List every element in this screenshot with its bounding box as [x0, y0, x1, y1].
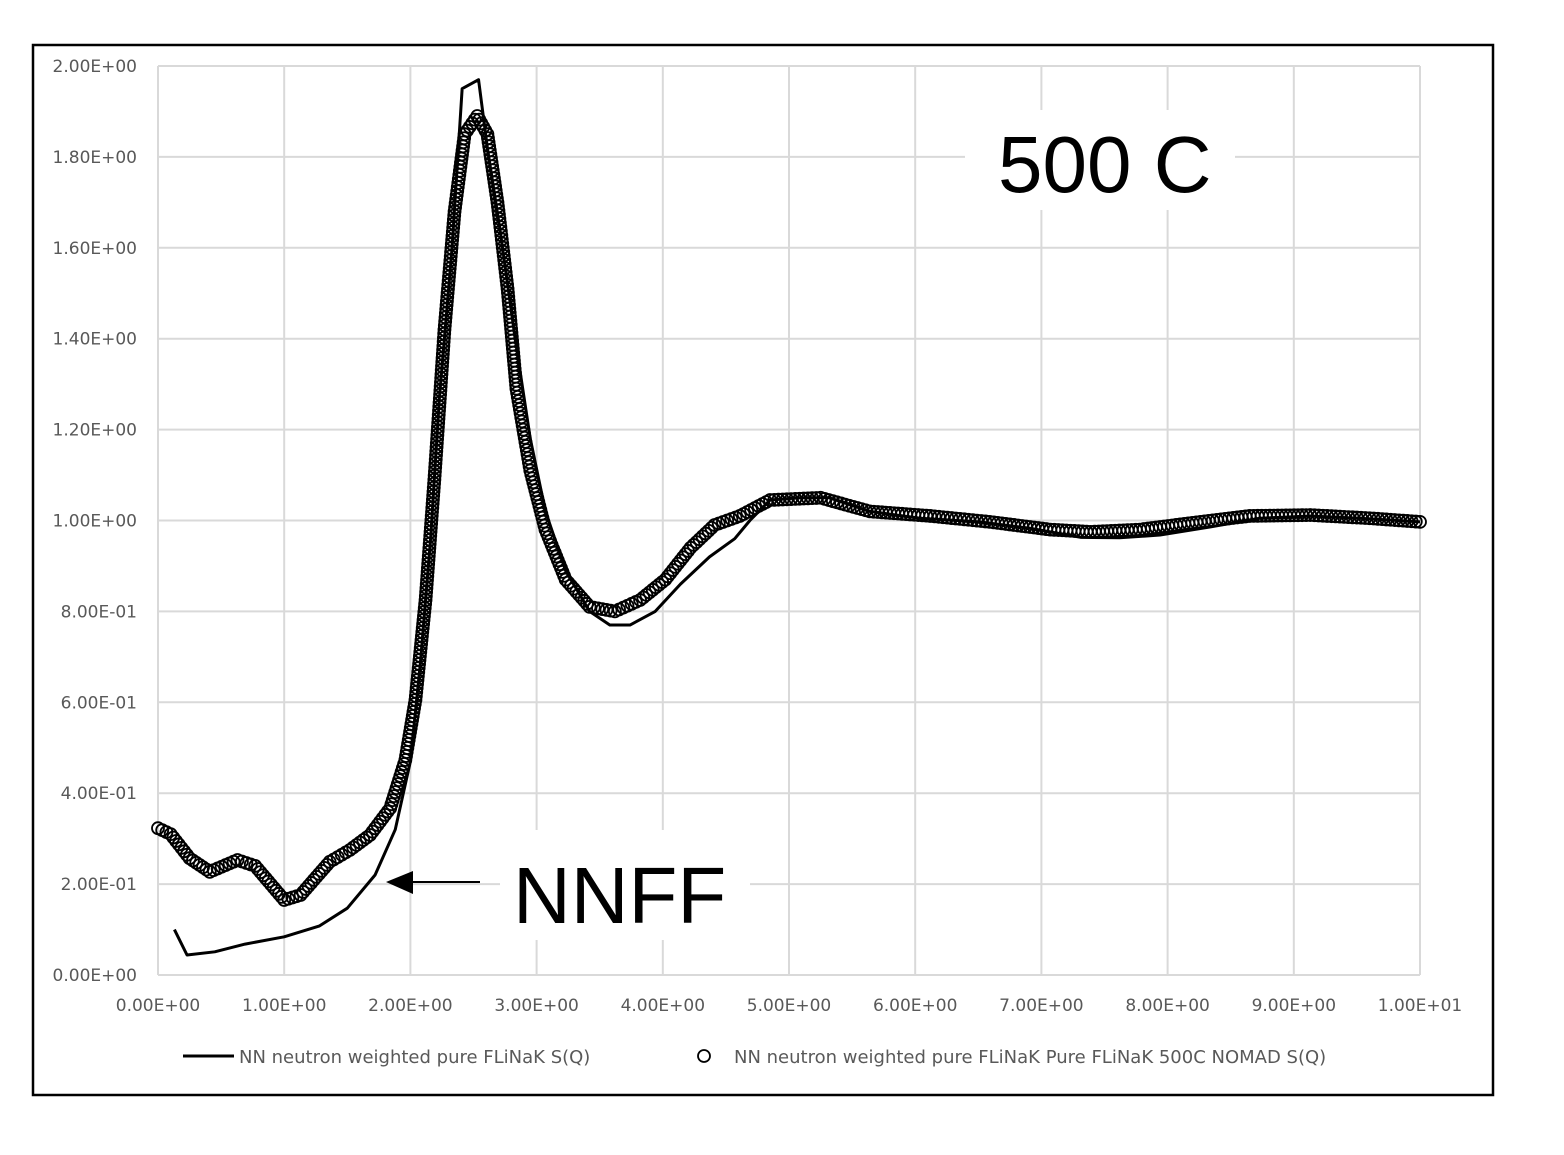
x-tick-label: 1.00E+01 — [1378, 996, 1462, 1016]
legend-label-markers: NN neutron weighted pure FLiNaK Pure FLi… — [734, 1047, 1326, 1068]
y-tick-label: 0.00E+00 — [53, 966, 137, 986]
x-tick-label: 2.00E+00 — [368, 996, 452, 1016]
x-axis-ticks: 0.00E+00 1.00E+00 2.00E+00 3.00E+00 4.00E+00… — [116, 996, 1462, 1016]
temperature-annotation: 500 C — [998, 120, 1211, 209]
x-tick-label: 9.00E+00 — [1252, 996, 1336, 1016]
x-tick-label: 1.00E+00 — [242, 996, 326, 1016]
y-axis-ticks: 0.00E+00 2.00E-01 4.00E-01 6.00E-01 8.00E-01… — [53, 57, 137, 986]
data-point-marker — [467, 112, 482, 127]
data-point-marker — [274, 890, 289, 904]
y-tick-label: 1.60E+00 — [53, 239, 137, 259]
x-tick-label: 4.00E+00 — [621, 996, 705, 1016]
data-point-marker — [1413, 514, 1427, 529]
gridlines — [157, 65, 1421, 976]
x-tick-label: 3.00E+00 — [494, 996, 578, 1016]
annotation-bg — [965, 110, 1235, 210]
y-tick-label: 8.00E-01 — [61, 602, 137, 622]
y-tick-label: 4.00E-01 — [61, 784, 137, 804]
y-tick-label: 1.40E+00 — [53, 330, 137, 350]
x-tick-label: 8.00E+00 — [1125, 996, 1209, 1016]
data-point-marker — [704, 520, 719, 535]
legend: NN neutron weighted pure FLiNaK S(Q) NN … — [183, 1047, 1326, 1068]
nnff-annotation: NNFF — [513, 851, 726, 940]
nnff-bg — [500, 830, 750, 940]
series-markers — [151, 109, 1427, 907]
chart-border — [31, 43, 1495, 1097]
x-tick-label: 0.00E+00 — [116, 996, 200, 1016]
x-tick-label: 5.00E+00 — [747, 996, 831, 1016]
y-tick-label: 2.00E-01 — [61, 875, 137, 895]
data-point-marker — [1404, 514, 1419, 529]
y-tick-label: 1.20E+00 — [53, 421, 137, 441]
legend-label-line: NN neutron weighted pure FLiNaK S(Q) — [239, 1047, 590, 1068]
arrow-head-icon — [386, 871, 413, 894]
data-point-marker — [1408, 514, 1423, 529]
x-tick-label: 6.00E+00 — [873, 996, 957, 1016]
y-tick-label: 1.80E+00 — [53, 148, 137, 168]
y-tick-label: 1.00E+00 — [53, 512, 137, 532]
legend-circle-swatch — [697, 1049, 711, 1063]
y-tick-label: 2.00E+00 — [53, 57, 137, 77]
x-tick-label: 7.00E+00 — [999, 996, 1083, 1016]
data-point-marker — [380, 804, 395, 819]
y-tick-label: 6.00E-01 — [61, 693, 137, 713]
